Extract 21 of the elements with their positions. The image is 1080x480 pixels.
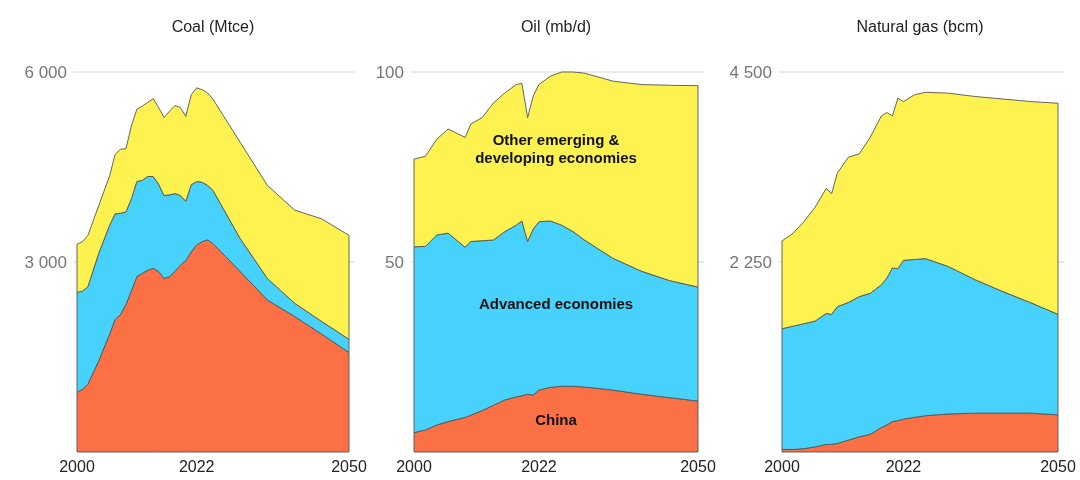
chart-title: Natural gas (bcm)	[856, 18, 984, 35]
chart-title: Oil (mb/d)	[520, 18, 592, 35]
series-label: China	[535, 410, 578, 428]
x-tick-label: 2022	[521, 458, 557, 475]
y-tick-label: 50	[385, 253, 404, 272]
y-tick-label: 6 000	[24, 63, 67, 82]
x-tick-label: 2000	[396, 458, 432, 475]
x-tick-label: 2050	[1040, 458, 1076, 475]
y-tick-label: 100	[375, 63, 404, 82]
chart-title: Coal (Mtce)	[171, 18, 255, 35]
y-tick-label: 4 500	[729, 63, 772, 82]
x-tick-label: 2022	[885, 458, 922, 475]
x-tick-label: 2022	[178, 458, 215, 475]
y-tick-label: 3 000	[24, 253, 67, 272]
x-tick-label: 2000	[764, 458, 800, 475]
y-tick-label: 2 250	[729, 253, 772, 272]
x-tick-label: 2000	[59, 458, 95, 475]
series-label: Advanced economies	[478, 295, 634, 313]
series-label: Other emerging & developing economies	[475, 130, 637, 166]
x-tick-label: 2050	[680, 458, 716, 475]
x-tick-label: 2050	[331, 458, 367, 475]
